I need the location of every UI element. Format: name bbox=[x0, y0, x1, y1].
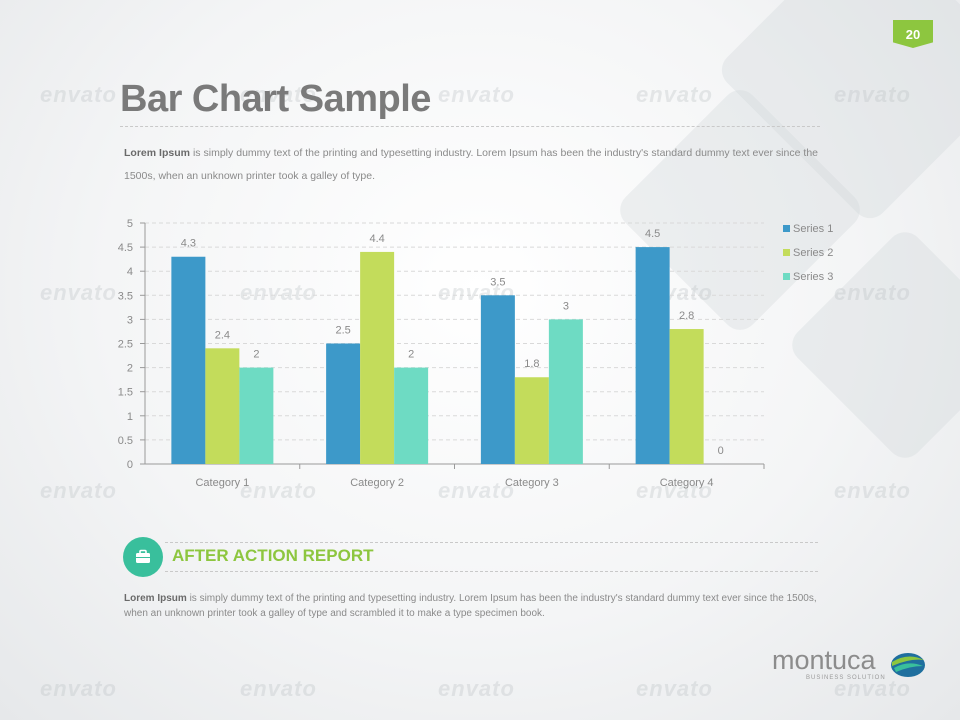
watermark: envato bbox=[240, 676, 317, 701]
y-tick-label: 3 bbox=[127, 314, 133, 326]
data-label: 4.5 bbox=[645, 228, 660, 240]
bar bbox=[669, 329, 704, 464]
bar bbox=[326, 343, 361, 464]
watermark: envato bbox=[40, 478, 117, 503]
data-label: 4.4 bbox=[369, 233, 384, 245]
bar bbox=[480, 295, 515, 464]
logo-tagline: BUSINESS SOLUTION bbox=[806, 675, 886, 681]
report-title: AFTER ACTION REPORT bbox=[172, 546, 374, 565]
watermark: envato bbox=[834, 280, 911, 305]
data-label: 3 bbox=[563, 300, 569, 312]
legend-label: Series 1 bbox=[793, 223, 833, 235]
legend-label: Series 2 bbox=[793, 247, 833, 259]
x-tick-label: Category 3 bbox=[505, 477, 559, 489]
data-label: 2 bbox=[253, 349, 259, 361]
watermark: envato bbox=[834, 676, 911, 701]
watermark: envato bbox=[636, 676, 713, 701]
y-tick-label: 1.5 bbox=[118, 387, 133, 399]
y-tick-label: 4 bbox=[127, 266, 133, 278]
y-tick-label: 5 bbox=[127, 218, 133, 230]
legend-label: Series 3 bbox=[793, 271, 833, 283]
bar bbox=[360, 251, 395, 464]
data-label: 3.5 bbox=[490, 276, 505, 288]
intro-paragraph: Lorem Ipsum is simply dummy text of the … bbox=[124, 142, 818, 188]
watermark: envato bbox=[438, 478, 515, 503]
y-tick-label: 1 bbox=[127, 411, 133, 423]
briefcase-icon bbox=[136, 549, 150, 563]
legend-swatch bbox=[783, 225, 790, 232]
logo-name: montuca bbox=[772, 645, 876, 675]
logo-icon bbox=[891, 653, 925, 677]
data-label: 2.8 bbox=[679, 310, 694, 322]
watermark: envato bbox=[240, 280, 317, 305]
data-label: 2.4 bbox=[215, 329, 230, 341]
watermark: envato bbox=[834, 478, 911, 503]
report-bold: Lorem Ipsum bbox=[124, 593, 187, 604]
data-label: 0 bbox=[718, 445, 724, 457]
watermark: envato bbox=[40, 676, 117, 701]
watermark: envato bbox=[40, 82, 117, 107]
data-label: 1.8 bbox=[524, 358, 539, 370]
x-tick-label: Category 2 bbox=[350, 477, 404, 489]
x-tick-label: Category 1 bbox=[195, 477, 249, 489]
data-label: 2 bbox=[408, 349, 414, 361]
page-number-badge: 20 bbox=[893, 20, 933, 48]
report-divider-bottom bbox=[165, 571, 818, 572]
watermark: envato bbox=[636, 82, 713, 107]
y-tick-label: 3.5 bbox=[118, 290, 133, 302]
bar-chart: 0 0.5 1 1.5 2 2.5 3 3.5 4 4.5 5 Category 1 4.3 2.4 2 Ca… bbox=[118, 218, 834, 489]
report-paragraph: Lorem Ipsum is simply dummy text of the … bbox=[124, 591, 822, 621]
legend-swatch bbox=[783, 249, 790, 256]
data-label: 2.5 bbox=[335, 325, 350, 337]
bar bbox=[548, 319, 583, 464]
report-icon-circle bbox=[123, 537, 163, 577]
bar bbox=[514, 377, 549, 464]
watermark: envato bbox=[438, 82, 515, 107]
y-tick-label: 0.5 bbox=[118, 435, 133, 447]
watermark: envato bbox=[438, 676, 515, 701]
bar bbox=[205, 348, 240, 464]
title-divider bbox=[120, 126, 820, 127]
report-divider-top bbox=[165, 542, 818, 543]
watermark: envato bbox=[834, 82, 911, 107]
watermark: envato bbox=[240, 82, 317, 107]
legend-swatch bbox=[783, 273, 790, 280]
intro-bold: Lorem Ipsum bbox=[124, 147, 190, 159]
y-tick-label: 2 bbox=[127, 363, 133, 375]
y-tick-label: 4.5 bbox=[118, 242, 133, 254]
bar bbox=[635, 247, 670, 464]
watermark: envato bbox=[636, 478, 713, 503]
watermark: envato bbox=[40, 280, 117, 305]
data-label: 4.3 bbox=[181, 238, 196, 250]
report-text: is simply dummy text of the printing and… bbox=[124, 593, 817, 619]
y-tick-label: 2.5 bbox=[118, 339, 133, 351]
watermark: envato bbox=[240, 478, 317, 503]
x-tick-label: Category 4 bbox=[660, 477, 714, 489]
bar bbox=[394, 367, 429, 464]
bar bbox=[239, 367, 274, 464]
bar bbox=[171, 256, 206, 464]
y-tick-label: 0 bbox=[127, 459, 133, 471]
intro-text: is simply dummy text of the printing and… bbox=[124, 147, 818, 182]
slide-title: Bar Chart Sample bbox=[120, 78, 431, 120]
